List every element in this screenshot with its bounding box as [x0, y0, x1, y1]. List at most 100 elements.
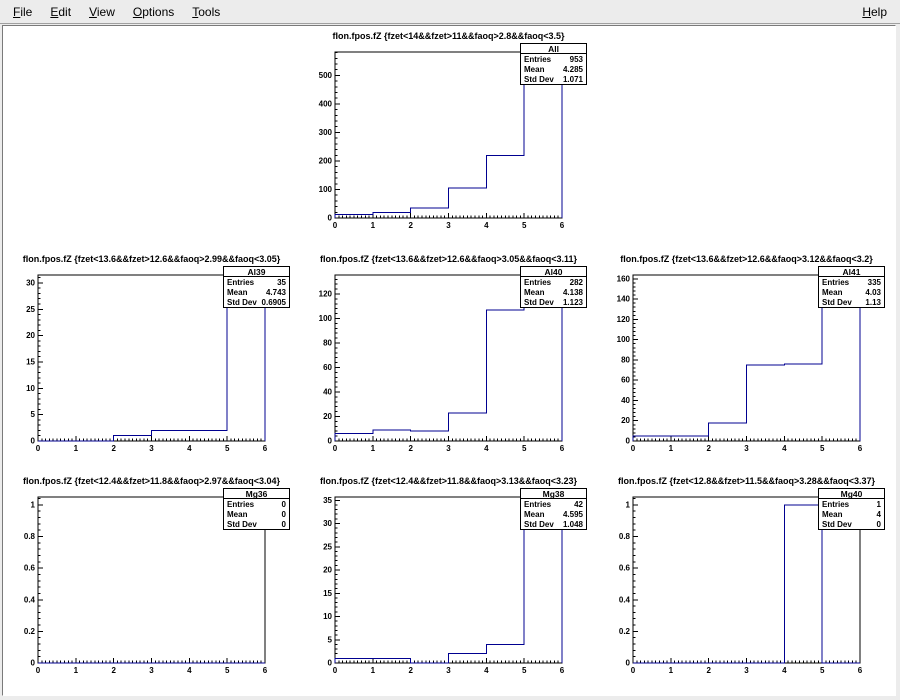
stats-box-mg38[interactable]: Mg38 Entries 42 Mean 4.595 Std Dev 1.048	[520, 488, 587, 530]
stats-value: 1.048	[562, 519, 583, 529]
stats-label: Mean	[822, 287, 843, 297]
x-tick-label: 6	[560, 221, 565, 230]
y-tick-label: 0.8	[24, 532, 36, 541]
histogram-mg40[interactable]: fIon.fpos.fZ {fzet<12.8&&fzet>11.5&&faoq…	[598, 471, 896, 694]
root-canvas[interactable]: fIon.fpos.fZ {fzet<14&&fzet>11&&faoq>2.8…	[2, 25, 896, 696]
stats-box-mg36[interactable]: Mg36 Entries 0 Mean 0 Std Dev 0	[223, 488, 290, 530]
stats-value: 335	[867, 277, 881, 287]
menu-file[interactable]: File	[13, 4, 33, 19]
stats-box-al39[interactable]: Al39 Entries 35 Mean 4.743 Std Dev 0.6905	[223, 266, 290, 308]
stats-value: 0	[281, 499, 286, 509]
pad-all[interactable]: fIon.fpos.fZ {fzet<14&&fzet>11&&faoq>2.8…	[300, 26, 598, 249]
x-tick-label: 2	[706, 444, 711, 453]
stats-value: 0	[281, 509, 286, 519]
histogram-al41[interactable]: fIon.fpos.fZ {fzet<13.6&&fzet>12.6&&faoq…	[598, 249, 896, 472]
x-tick-label: 0	[631, 666, 636, 675]
menu-options[interactable]: Options	[132, 4, 175, 19]
pad-title: fIon.fpos.fZ {fzet<13.6&&fzet>12.6&&faoq…	[320, 254, 578, 264]
axes-ticks	[334, 278, 563, 442]
stats-row: Mean 4	[819, 509, 884, 519]
stats-row: Entries 282	[521, 277, 586, 287]
stats-title: All	[521, 44, 586, 54]
x-tick-label: 4	[484, 221, 489, 230]
pad-al41[interactable]: fIon.fpos.fZ {fzet<13.6&&fzet>12.6&&faoq…	[598, 249, 896, 472]
x-tick-label: 5	[522, 666, 527, 675]
histogram-al39[interactable]: fIon.fpos.fZ {fzet<13.6&&fzet>12.6&&faoq…	[3, 249, 301, 472]
x-tick-label: 6	[858, 444, 863, 453]
stats-box-all[interactable]: All Entries 953 Mean 4.285 Std Dev 1.071	[520, 43, 587, 85]
y-tick-label: 40	[621, 396, 630, 405]
y-tick-label: 0	[31, 659, 36, 668]
stats-value: 1	[876, 499, 881, 509]
pad-title: fIon.fpos.fZ {fzet<12.8&&fzet>11.5&&faoq…	[618, 476, 876, 486]
stats-row: Std Dev 1.13	[819, 297, 884, 307]
x-tick-label: 6	[263, 444, 268, 453]
stats-title: Mg40	[819, 489, 884, 499]
stats-box-al40[interactable]: Al40 Entries 282 Mean 4.138 Std Dev 1.123	[520, 266, 587, 308]
y-tick-label: 80	[323, 338, 332, 347]
menu-view[interactable]: View	[89, 4, 115, 19]
pad-mg40[interactable]: fIon.fpos.fZ {fzet<12.8&&fzet>11.5&&faoq…	[598, 471, 896, 694]
y-tick-label: 0	[328, 437, 333, 446]
x-tick-label: 3	[149, 444, 154, 453]
stats-row: Entries 1	[819, 499, 884, 509]
stats-row: Entries 42	[521, 499, 586, 509]
x-tick-label: 5	[225, 666, 230, 675]
pad-title: fIon.fpos.fZ {fzet<12.4&&fzet>11.8&&faoq…	[23, 476, 281, 486]
x-tick-label: 1	[371, 666, 376, 675]
histogram-al40[interactable]: fIon.fpos.fZ {fzet<13.6&&fzet>12.6&&faoq…	[300, 249, 598, 472]
x-tick-label: 0	[333, 444, 338, 453]
x-tick-label: 5	[820, 666, 825, 675]
x-tick-label: 3	[744, 444, 749, 453]
stats-box-mg40[interactable]: Mg40 Entries 1 Mean 4 Std Dev 0	[818, 488, 885, 530]
x-tick-label: 6	[263, 666, 268, 675]
stats-label: Std Dev	[822, 297, 852, 307]
y-tick-label: 5	[328, 635, 333, 644]
stats-label: Entries	[524, 54, 552, 64]
stats-value: 1.071	[562, 74, 583, 84]
stats-label: Mean	[524, 64, 545, 74]
x-tick-label: 3	[446, 666, 451, 675]
stats-row: Std Dev 1.048	[521, 519, 586, 529]
stats-row: Std Dev 0	[224, 519, 289, 529]
stats-value: 0	[876, 519, 881, 529]
x-tick-label: 3	[744, 666, 749, 675]
menu-tools[interactable]: Tools	[192, 4, 221, 19]
x-tick-label: 6	[858, 666, 863, 675]
stats-value: 0	[281, 519, 286, 529]
axes-ticks	[632, 278, 861, 442]
stats-title: Al41	[819, 267, 884, 277]
stats-label: Entries	[227, 499, 255, 509]
pad-title: fIon.fpos.fZ {fzet<14&&fzet>11&&faoq>2.8…	[332, 31, 565, 41]
pad-al40[interactable]: fIon.fpos.fZ {fzet<13.6&&fzet>12.6&&faoq…	[300, 249, 598, 472]
x-tick-label: 2	[111, 444, 116, 453]
x-tick-label: 6	[560, 444, 565, 453]
x-tick-label: 3	[149, 666, 154, 675]
y-tick-label: 1	[31, 500, 36, 509]
menu-edit[interactable]: Edit	[50, 4, 72, 19]
x-tick-label: 2	[408, 444, 413, 453]
x-tick-label: 2	[408, 666, 413, 675]
y-tick-label: 0	[626, 659, 631, 668]
y-tick-label: 300	[319, 128, 333, 137]
x-tick-label: 1	[669, 444, 674, 453]
stats-value: 953	[569, 54, 583, 64]
x-tick-label: 0	[36, 444, 41, 453]
x-tick-label: 3	[446, 221, 451, 230]
pad-al39[interactable]: fIon.fpos.fZ {fzet<13.6&&fzet>12.6&&faoq…	[3, 249, 301, 472]
y-tick-label: 0.2	[24, 627, 36, 636]
y-tick-label: 0.8	[619, 532, 631, 541]
x-tick-label: 1	[669, 666, 674, 675]
pad-mg38[interactable]: fIon.fpos.fZ {fzet<12.4&&fzet>11.8&&faoq…	[300, 471, 598, 694]
y-tick-label: 15	[323, 589, 332, 598]
stats-box-al41[interactable]: Al41 Entries 335 Mean 4.03 Std Dev 1.13	[818, 266, 885, 308]
x-tick-label: 5	[820, 444, 825, 453]
x-tick-label: 4	[782, 666, 787, 675]
pad-mg36[interactable]: fIon.fpos.fZ {fzet<12.4&&fzet>11.8&&faoq…	[3, 471, 301, 694]
stats-title: Al40	[521, 267, 586, 277]
pad-title: fIon.fpos.fZ {fzet<13.6&&fzet>12.6&&faoq…	[23, 254, 281, 264]
y-tick-label: 15	[26, 357, 35, 366]
histogram-mg36[interactable]: fIon.fpos.fZ {fzet<12.4&&fzet>11.8&&faoq…	[3, 471, 301, 694]
menu-help[interactable]: Help	[862, 4, 887, 19]
